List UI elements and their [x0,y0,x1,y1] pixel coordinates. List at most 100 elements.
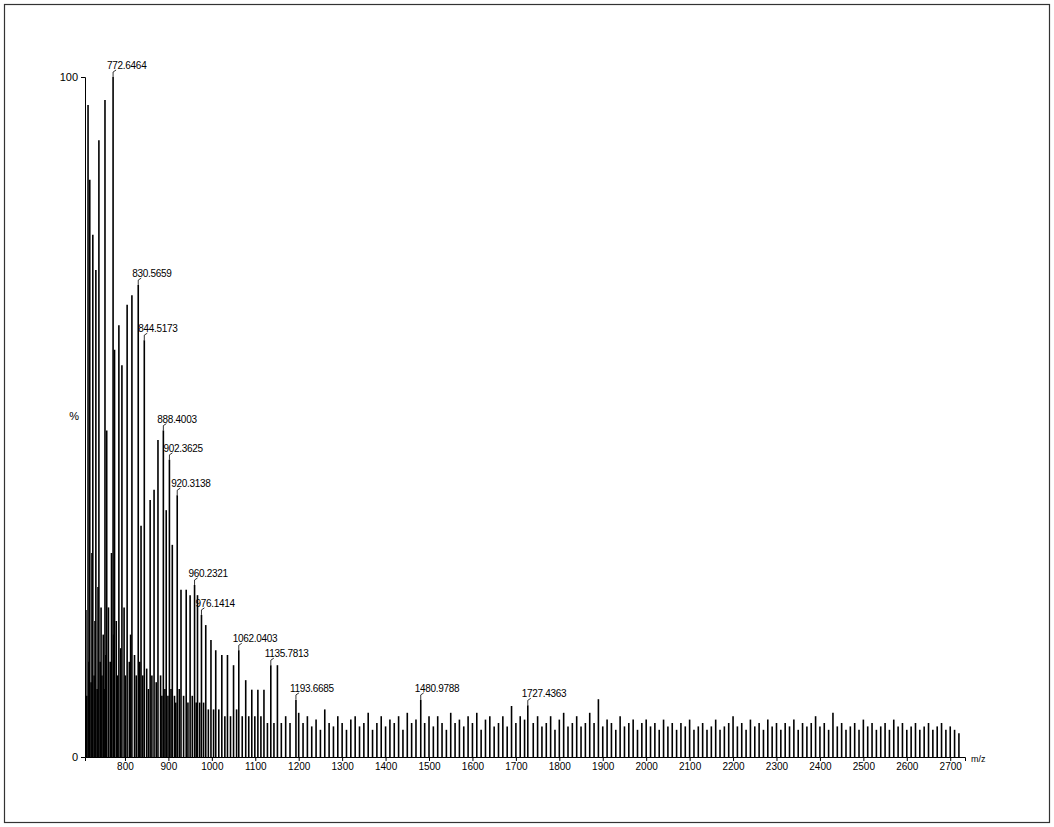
peak [183,696,185,757]
peak [541,726,543,757]
peak [572,723,574,757]
peak [121,365,123,757]
peak [880,726,882,757]
peak [201,615,203,757]
peak [424,723,426,757]
peak [450,713,452,757]
peak [563,713,565,757]
peak [175,703,177,757]
peak [151,675,153,757]
x-tick: 1800 [549,757,572,772]
peak [789,726,791,757]
peak [248,716,250,757]
peak [928,723,930,757]
peak [850,726,852,757]
peak [654,723,656,757]
peak [680,723,682,757]
annotation-label: 844.5173 [138,323,178,334]
x-tick: 1600 [462,757,485,772]
peak [257,690,259,757]
annotation-leader [421,693,424,700]
peak [671,723,673,757]
peak [118,325,120,757]
annotation-label: 920.3138 [171,478,211,489]
peak [161,696,163,757]
x-tick: 1900 [592,757,615,772]
y-tick-label: 100 [60,71,78,83]
peak [767,720,769,757]
peak [858,730,860,757]
peak [135,675,137,757]
peak [837,726,839,757]
x-tick-label: 1800 [549,761,572,772]
peak [148,689,150,757]
peak [841,723,843,757]
peak [732,716,734,757]
peak [676,730,678,757]
annotation-label: 976.1414 [195,598,235,609]
peak [420,700,422,757]
peak [832,713,834,757]
peak [277,665,279,757]
peak [485,720,487,757]
x-tick: 2100 [679,757,702,772]
peak [949,726,951,757]
peak [446,730,448,757]
peak [224,716,226,757]
annotation-leader [144,333,147,340]
x-tick: 2700 [940,757,963,772]
peak [502,716,504,757]
annotation-label: 1480.9788 [415,683,460,694]
peak [125,675,127,757]
peak [363,723,365,757]
peak [480,730,482,757]
annotation-leader [195,578,198,585]
peak [95,270,97,757]
peak [167,696,169,757]
peak [463,726,465,757]
peak [711,726,713,757]
peak [238,650,240,757]
peak [199,703,201,757]
peak [793,720,795,757]
y-tick-mark [81,757,85,758]
peak [437,716,439,757]
x-tick-label: 1400 [375,761,398,772]
peak [354,716,356,757]
peak [823,723,825,757]
peak [915,723,917,757]
peak [281,723,283,757]
y-axis: 0100 [60,71,86,763]
peak [559,720,561,757]
peak [376,723,378,757]
peak [763,730,765,757]
peak [185,590,187,757]
peak [149,500,151,757]
peak [854,723,856,757]
peak [160,675,162,757]
peak [180,590,182,757]
peak [245,680,247,757]
peak [936,726,938,757]
chart: 8009001000110012001300140015001600170018… [0,0,1054,827]
peak [527,705,529,757]
peak [270,665,272,757]
peak [871,723,873,757]
peak [958,733,960,757]
annotation-label: 830.5659 [132,268,172,279]
peak [218,709,220,757]
peak [658,730,660,757]
peak [884,723,886,757]
peak [393,723,395,757]
peak [333,726,335,757]
annotation-leader [528,698,531,705]
peak [737,726,739,757]
peak [611,723,613,757]
annotation-label: 1135.7813 [265,648,310,659]
x-tick-label: 1100 [245,761,267,772]
peak [923,726,925,757]
peak [153,490,155,757]
peak [350,720,352,757]
x-tick: 2400 [809,757,832,772]
peak [876,730,878,757]
